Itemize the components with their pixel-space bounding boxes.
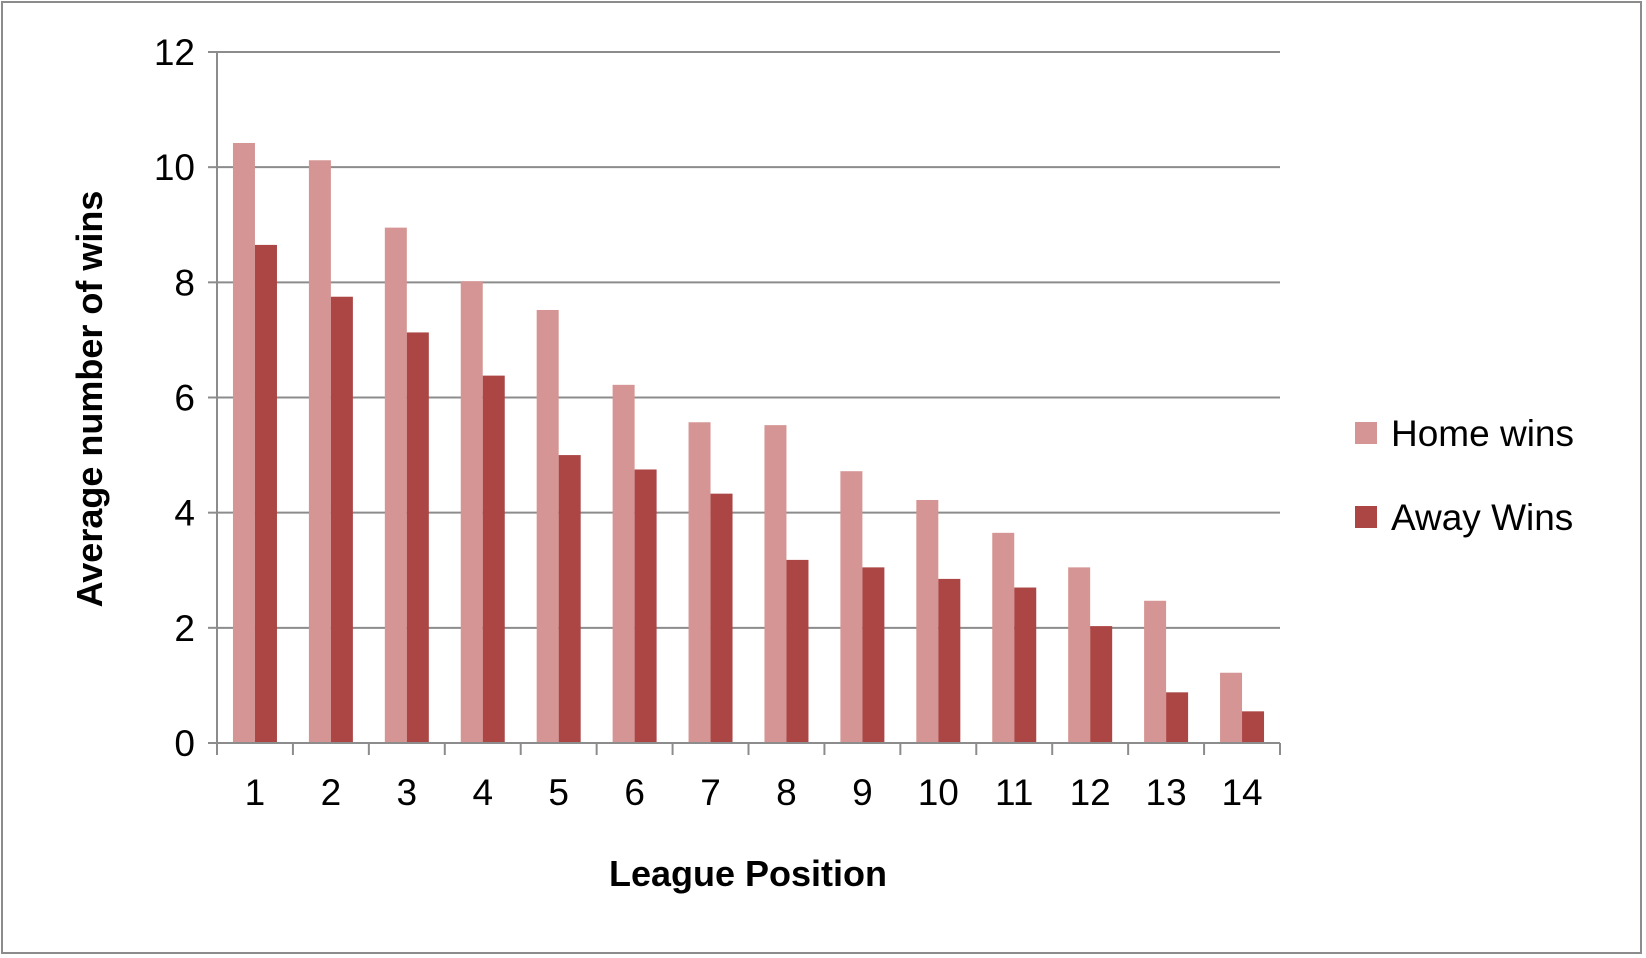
home-wins-bar <box>308 160 331 744</box>
away-wins-bar <box>938 578 961 743</box>
away-wins-bar <box>862 567 885 743</box>
x-tick-label: 2 <box>321 772 342 813</box>
away-wins-bar <box>406 332 429 743</box>
x-tick-label: 10 <box>918 772 959 813</box>
x-tick-label: 8 <box>776 772 797 813</box>
y-tick-label: 8 <box>174 262 195 303</box>
away-wins-bar <box>710 493 733 743</box>
home-wins-bar <box>688 422 711 743</box>
away-wins-bar <box>1014 587 1037 743</box>
y-tick-label: 4 <box>174 493 195 534</box>
x-tick-label: 3 <box>397 772 418 813</box>
home-wins-bar <box>992 532 1015 743</box>
legend-swatch-away-wins <box>1355 506 1377 528</box>
home-wins-bar <box>1220 672 1243 743</box>
home-wins-bar <box>460 281 483 743</box>
y-axis-title: Average number of wins <box>69 191 110 608</box>
x-tick-label: 7 <box>700 772 721 813</box>
x-tick-label: 1 <box>245 772 266 813</box>
away-wins-bar <box>1166 692 1189 743</box>
y-tick-label: 10 <box>154 147 195 188</box>
bars <box>232 142 1265 744</box>
away-wins-bar <box>1242 711 1265 743</box>
away-wins-bar <box>482 375 505 743</box>
away-wins-bar <box>558 455 581 743</box>
home-wins-bar <box>1068 567 1091 743</box>
gridlines <box>217 51 1280 629</box>
home-wins-bar <box>232 142 255 743</box>
y-tick-label: 2 <box>174 608 195 649</box>
y-tick-label: 12 <box>154 32 195 73</box>
y-tick-label: 6 <box>174 378 195 419</box>
x-tick-label: 9 <box>852 772 873 813</box>
home-wins-bar <box>536 309 559 743</box>
away-wins-bar <box>254 244 277 743</box>
home-wins-bar <box>612 384 635 743</box>
away-wins-bar <box>1090 626 1113 743</box>
x-axis-title: League Position <box>609 853 887 894</box>
home-wins-bar <box>764 425 787 743</box>
away-wins-bar <box>634 469 657 743</box>
x-tick-label: 12 <box>1070 772 1111 813</box>
home-wins-bar <box>840 471 863 743</box>
y-tick-label: 0 <box>174 723 195 764</box>
legend-label-away-wins: Away Wins <box>1391 497 1573 538</box>
away-wins-bar <box>786 559 809 743</box>
legend-swatch-home-wins <box>1355 422 1377 444</box>
away-wins-bar <box>330 296 353 743</box>
axes <box>208 51 1281 755</box>
home-wins-bar <box>916 499 939 743</box>
x-tick-label: 13 <box>1146 772 1187 813</box>
x-tick-label: 4 <box>472 772 493 813</box>
legend-label-home-wins: Home wins <box>1391 413 1574 454</box>
x-tick-label: 6 <box>624 772 645 813</box>
x-tick-label: 14 <box>1221 772 1262 813</box>
home-wins-bar <box>384 227 407 744</box>
x-tick-label: 5 <box>548 772 569 813</box>
legend: Home wins Away Wins <box>1355 413 1574 538</box>
x-tick-label: 11 <box>995 772 1033 813</box>
home-wins-bar <box>1144 600 1167 743</box>
